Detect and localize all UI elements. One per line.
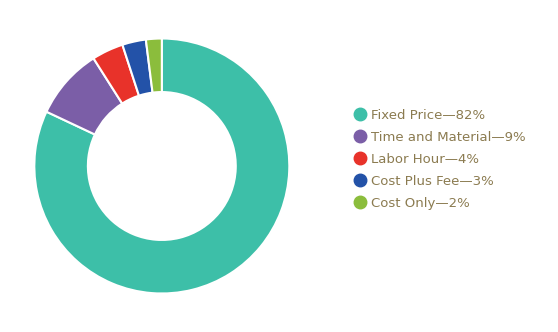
Wedge shape bbox=[94, 45, 139, 104]
Wedge shape bbox=[35, 39, 289, 293]
Wedge shape bbox=[122, 40, 152, 96]
Wedge shape bbox=[146, 39, 162, 93]
Wedge shape bbox=[46, 58, 122, 134]
Legend: Fixed Price—82%, Time and Material—9%, Labor Hour—4%, Cost Plus Fee—3%, Cost Onl: Fixed Price—82%, Time and Material—9%, L… bbox=[352, 105, 530, 214]
